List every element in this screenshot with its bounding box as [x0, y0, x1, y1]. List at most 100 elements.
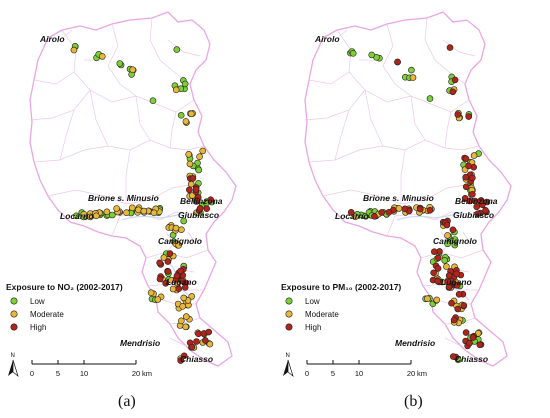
district-boundary — [135, 95, 151, 141]
place-label-locarno: Locarno — [60, 211, 94, 221]
place-label-giubiasco: Giubiasco — [453, 210, 494, 220]
place-label-chiasso: Chiasso — [455, 354, 488, 364]
exposure-point-high — [401, 205, 409, 213]
legend-swatch-high — [10, 323, 18, 331]
exposure-point-high — [455, 290, 463, 298]
exposure-point-high — [156, 259, 163, 267]
exposure-point-high — [162, 279, 169, 287]
district-boundary — [444, 337, 462, 347]
scale-tick-label: 5 — [331, 369, 335, 378]
exposure-point-moderate — [179, 302, 186, 310]
exposure-point-high — [180, 352, 188, 360]
exposure-point-high — [460, 302, 468, 309]
exposure-point-low — [73, 212, 80, 220]
exposure-point-moderate — [182, 323, 189, 331]
exposure-point-high — [434, 265, 442, 272]
district-boundary — [187, 231, 197, 245]
exposure-point-high — [449, 226, 457, 234]
exposure-point-high — [173, 272, 181, 280]
exposure-point-moderate — [154, 296, 162, 303]
exposure-point-high — [446, 44, 454, 51]
place-label-camignolo: Camignolo — [158, 236, 202, 246]
exposure-point-low — [109, 211, 116, 219]
district-boundary — [61, 29, 91, 91]
legend-title: Exposure to NO₂ (2002-2017) — [6, 282, 123, 292]
exposure-point-moderate — [182, 118, 190, 125]
exposure-point-moderate — [180, 294, 187, 302]
exposure-point-high — [454, 111, 462, 118]
exposure-point-high — [462, 155, 470, 162]
place-label-locarno: Locarno — [335, 211, 369, 221]
legend: Exposure to PM₁₀ (2002-2017) Low Moderate H… — [281, 282, 401, 332]
exposure-point-low — [426, 95, 434, 102]
exposure-point-high — [462, 173, 469, 181]
exposure-point-moderate — [185, 151, 192, 158]
exposure-point-high — [192, 186, 200, 193]
exposure-point-low — [177, 112, 185, 119]
exposure-point-moderate — [183, 313, 190, 320]
exposure-point-moderate — [443, 263, 450, 270]
exposure-point-moderate — [199, 147, 206, 155]
exposure-point-moderate — [188, 293, 195, 300]
exposure-point-high — [462, 329, 470, 336]
exposure-points — [70, 42, 216, 364]
place-label-airolo: Airolo — [39, 34, 65, 44]
scale-unit: km — [142, 369, 152, 378]
exposure-point-moderate — [99, 53, 106, 60]
exposure-point-high — [164, 258, 172, 265]
exposure-point-high — [430, 269, 437, 277]
water-line — [396, 211, 464, 221]
place-label-brione-s-minusio: Brione s. Minusio — [363, 193, 434, 203]
exposure-point-high — [417, 205, 424, 213]
place-label-camignolo: Camignolo — [433, 236, 477, 246]
exposure-point-high — [482, 207, 489, 214]
exposure-point-high — [445, 283, 453, 291]
exposure-point-moderate — [178, 317, 185, 325]
exposure-point-low — [181, 80, 189, 88]
exposure-point-moderate — [160, 254, 168, 261]
exposure-point-high — [378, 209, 385, 216]
exposure-point-moderate — [123, 209, 130, 216]
exposure-point-low — [451, 236, 459, 243]
exposure-point-high — [465, 162, 472, 170]
exposure-point-high — [461, 195, 469, 202]
scale-bar: 0 5 10 20 km — [30, 360, 152, 378]
district-boundary — [334, 109, 350, 161]
exposure-point-high — [466, 339, 473, 347]
exposure-point-high — [443, 221, 451, 229]
exposure-point-moderate — [186, 160, 194, 168]
exposure-point-high — [166, 250, 174, 257]
exposure-point-high — [193, 197, 201, 205]
exposure-point-high — [186, 186, 193, 194]
exposure-point-high — [347, 209, 355, 216]
district-boundary — [125, 149, 131, 204]
exposure-point-high — [205, 328, 212, 336]
exposure-point-high — [451, 76, 459, 84]
scale-bar: 0 5 10 20 km — [305, 360, 427, 378]
exposure-point-moderate — [424, 295, 431, 303]
exposure-point-high — [469, 334, 477, 341]
exposure-point-high — [203, 205, 210, 212]
exposure-point-low — [349, 49, 357, 57]
exposure-point-moderate — [70, 46, 78, 54]
scale-tick-label: 10 — [80, 369, 88, 378]
exposure-point-high — [385, 209, 393, 216]
exposure-point-moderate — [80, 210, 88, 218]
exposure-point-high — [450, 353, 457, 360]
exposure-point-moderate — [140, 207, 148, 215]
scale-tick-label: 20 — [132, 369, 140, 378]
exposure-point-low — [195, 166, 202, 174]
scale-tick-label: 5 — [56, 369, 60, 378]
exposure-point-low — [116, 60, 124, 67]
exposure-point-high — [181, 284, 189, 291]
place-label-brione-s-minusio: Brione s. Minusio — [88, 193, 159, 203]
legend-swatch-low — [285, 297, 293, 305]
exposure-point-moderate — [103, 208, 111, 216]
legend-label-moderate: Moderate — [30, 310, 64, 319]
exposure-point-moderate — [395, 205, 403, 212]
district-boundary — [308, 71, 350, 85]
exposure-point-high — [477, 197, 484, 205]
scale-tick-label: 0 — [305, 369, 309, 378]
exposure-point-moderate — [135, 206, 142, 214]
legend-swatch-low — [10, 297, 18, 305]
